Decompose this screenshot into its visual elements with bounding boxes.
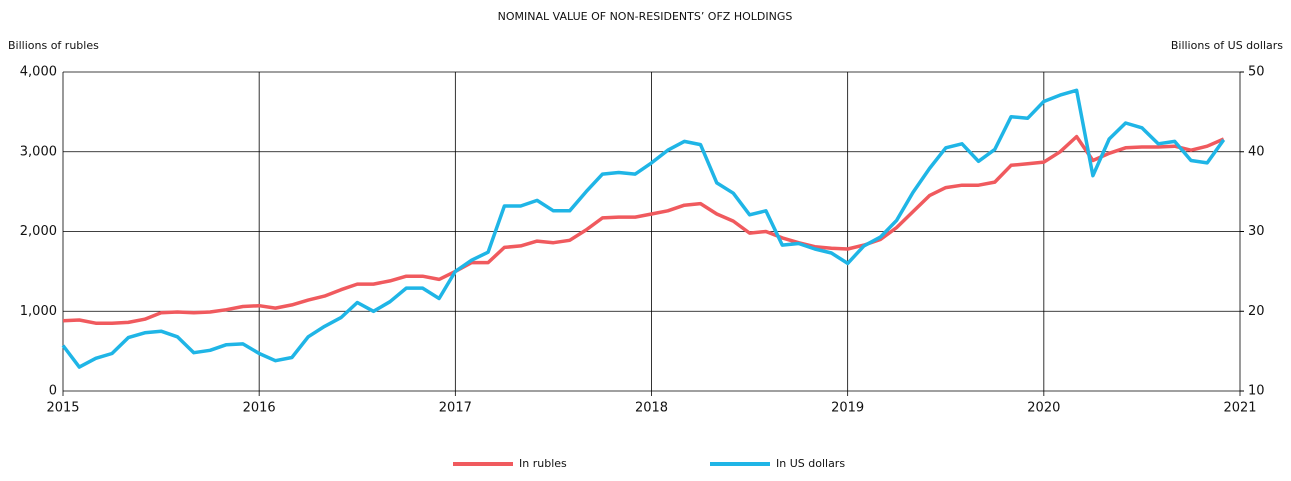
x-tick-label: 2017 xyxy=(439,401,472,416)
y-axis-label: Billions of rubles xyxy=(8,39,99,52)
y-tick-label: 3,000 xyxy=(20,144,57,159)
x-tick-label: 2019 xyxy=(831,401,864,416)
y2-tick-label: 50 xyxy=(1248,65,1265,80)
y-tick-label: 1,000 xyxy=(20,304,57,319)
x-tick-label: 2021 xyxy=(1223,401,1256,416)
x-tick-label: 2020 xyxy=(1027,401,1060,416)
y-tick-label: 4,000 xyxy=(20,65,57,80)
series-line xyxy=(62,134,1225,325)
y-tick-label: 0 xyxy=(49,384,57,399)
y2-axis-label: Billions of US dollars xyxy=(1171,39,1283,52)
y2-tick-label: 40 xyxy=(1248,144,1265,159)
chart-title: NOMINAL VALUE OF NON-RESIDENTS’ OFZ HOLD… xyxy=(498,10,793,23)
legend-label: In rubles xyxy=(519,457,567,470)
y2-tick-label: 10 xyxy=(1248,384,1265,399)
y-tick-label: 2,000 xyxy=(20,224,57,239)
x-tick-label: 2015 xyxy=(46,401,79,416)
legend-label: In US dollars xyxy=(776,457,845,470)
series-line xyxy=(61,88,1226,369)
x-tick-label: 2018 xyxy=(635,401,668,416)
y2-tick-label: 30 xyxy=(1248,224,1265,239)
y2-tick-label: 20 xyxy=(1248,304,1265,319)
x-tick-label: 2016 xyxy=(243,401,276,416)
